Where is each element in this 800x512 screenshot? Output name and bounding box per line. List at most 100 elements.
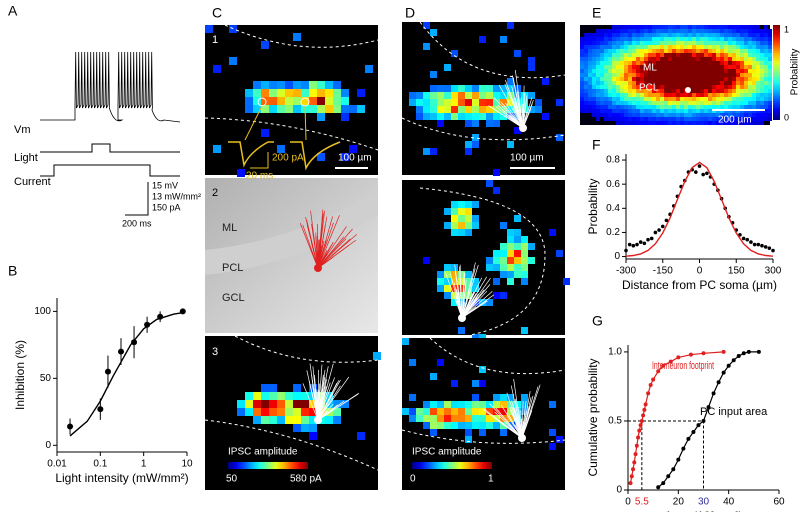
heatmap-cell [688, 105, 692, 109]
heatmap-cell [712, 89, 716, 93]
heatmap-cell [608, 109, 612, 113]
heatmap-cell [644, 69, 648, 73]
heatmap-cell [636, 49, 640, 53]
heatmap-cell [700, 85, 704, 89]
heatmap-cell [652, 61, 656, 65]
data-point [736, 354, 741, 359]
heatmap-cell [612, 81, 616, 85]
heatmap-cell [486, 85, 493, 92]
heatmap-cell [652, 33, 656, 37]
heatmap-cell [756, 105, 760, 109]
heatmap-cell [668, 109, 672, 113]
ipsc-trace [228, 141, 274, 168]
heatmap-cell [493, 292, 500, 299]
heatmap-cell [486, 106, 493, 113]
heatmap-cell [700, 61, 704, 65]
heatmap-cell [644, 113, 648, 117]
data-point [657, 228, 661, 232]
heatmap-cell [592, 41, 596, 45]
heatmap-cell [521, 327, 528, 334]
data-point [731, 358, 736, 363]
scale-label: 20 ms [246, 171, 273, 182]
heatmap-cell [696, 45, 700, 49]
heatmap-cell [451, 278, 458, 285]
heatmap-cell [688, 121, 692, 125]
heatmap-cell [704, 105, 708, 109]
heatmap-cell [465, 201, 472, 208]
heatmap-cell [628, 105, 632, 109]
heatmap-cell [648, 57, 652, 61]
heatmap-cell [752, 33, 756, 37]
heatmap-cell [752, 37, 756, 41]
heatmap-cell [684, 81, 688, 85]
heatmap-cell [736, 69, 740, 73]
heatmap-cell [692, 61, 696, 65]
heatmap-cell [660, 121, 664, 125]
heatmap-cell [684, 121, 688, 125]
heatmap-cell [580, 77, 584, 81]
heatmap-cell [744, 65, 748, 69]
heatmap-cell [620, 69, 624, 73]
heatmap-cell [409, 99, 416, 106]
heatmap-cell [720, 97, 724, 101]
heatmap-cell [596, 49, 600, 53]
heatmap-cell [660, 89, 664, 93]
neuron-dendrite [461, 291, 493, 319]
heatmap-cell [668, 85, 672, 89]
colorbar-label: 50 [226, 474, 238, 485]
heatmap-cell [620, 49, 624, 53]
heatmap-cell [465, 215, 472, 222]
heatmap-cell [672, 61, 676, 65]
heatmap-cell [493, 394, 500, 401]
heatmap-cell [620, 41, 624, 45]
neuron-soma [518, 434, 526, 442]
heatmap-cell [700, 77, 704, 81]
heatmap-cell [269, 384, 277, 392]
heatmap-cell [680, 113, 684, 117]
heatmap-cell [584, 33, 588, 37]
heatmap-cell [692, 105, 696, 109]
heatmap-cell [493, 257, 500, 264]
subpanel-label: 3 [212, 346, 218, 358]
heatmap-cell [636, 77, 640, 81]
heatmap-cell [728, 105, 732, 109]
heatmap-cell [752, 81, 756, 85]
heatmap-cell [612, 37, 616, 41]
heatmap-cell [507, 141, 514, 148]
heatmap-cell [624, 53, 628, 57]
heatmap-cell [636, 93, 640, 97]
heatmap-cell [333, 416, 341, 424]
heatmap-cell [744, 85, 748, 89]
heatmap-cell [680, 109, 684, 113]
heatmap-cell [423, 401, 430, 408]
y-tick-label: 0.8 [606, 155, 620, 166]
heatmap-cell [616, 69, 620, 73]
heatmap-cell [600, 65, 604, 69]
data-point [624, 248, 628, 253]
heatmap-cell [500, 92, 507, 99]
heatmap-cell [277, 97, 285, 105]
heatmap-cell [644, 61, 648, 65]
heatmap-cell [712, 69, 716, 73]
heatmap-cell [616, 105, 620, 109]
heatmap-cell [732, 49, 736, 53]
heatmap-cell [584, 49, 588, 53]
heatmap-cell [656, 77, 660, 81]
heatmap-cell [688, 49, 692, 53]
heatmap-cell [696, 57, 700, 61]
heatmap-cell [620, 93, 624, 97]
heatmap-cell [592, 105, 596, 109]
heatmap-cell [472, 408, 479, 415]
data-point [701, 351, 706, 356]
y-tick-label: 0.2 [606, 227, 620, 238]
heatmap-cell [696, 29, 700, 33]
heatmap-cell [648, 81, 652, 85]
heatmap-cell [493, 278, 500, 285]
heatmap-cell [521, 278, 528, 285]
heatmap-cell [752, 45, 756, 49]
heatmap-cell [720, 81, 724, 85]
heatmap-cell [752, 29, 756, 33]
heatmap-cell [624, 77, 628, 81]
heatmap-cell [648, 33, 652, 37]
